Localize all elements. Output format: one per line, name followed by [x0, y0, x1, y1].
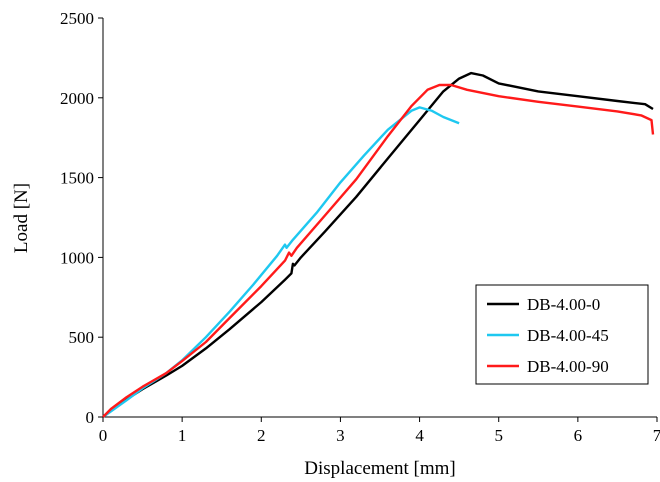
x-tick-label: 3 — [336, 426, 345, 445]
x-tick-label: 7 — [653, 426, 660, 445]
y-tick-label: 1000 — [60, 248, 94, 267]
x-axis-title: Displacement [mm] — [304, 458, 455, 479]
x-tick-label: 4 — [415, 426, 424, 445]
series-layer — [102, 71, 655, 418]
series-line-2 — [102, 83, 655, 418]
legend: DB-4.00-0 DB-4.00-45 DB-4.00-90 — [475, 284, 649, 385]
x-tick-label: 5 — [494, 426, 503, 445]
axis-ticks: 0 1 2 3 4 5 6 7 0 500 1000 1500 2000 2500 — [60, 9, 660, 445]
legend-label-1: DB-4.00-45 — [527, 326, 609, 345]
legend-label-2: DB-4.00-90 — [527, 357, 609, 376]
y-tick-label: 500 — [69, 328, 95, 347]
series-line-1 — [102, 106, 460, 418]
x-tick-label: 0 — [99, 426, 108, 445]
y-tick-label: 0 — [86, 408, 95, 427]
x-tick-label: 1 — [178, 426, 187, 445]
y-tick-label: 1500 — [60, 169, 94, 188]
y-tick-label: 2500 — [60, 9, 94, 28]
y-tick-label: 2000 — [60, 89, 94, 108]
legend-label-0: DB-4.00-0 — [527, 295, 600, 314]
x-tick-label: 2 — [257, 426, 266, 445]
series-line-0 — [102, 71, 654, 418]
plot-area — [102, 18, 657, 418]
x-tick-label: 6 — [574, 426, 583, 445]
y-axis-title: Load [N] — [11, 183, 32, 253]
